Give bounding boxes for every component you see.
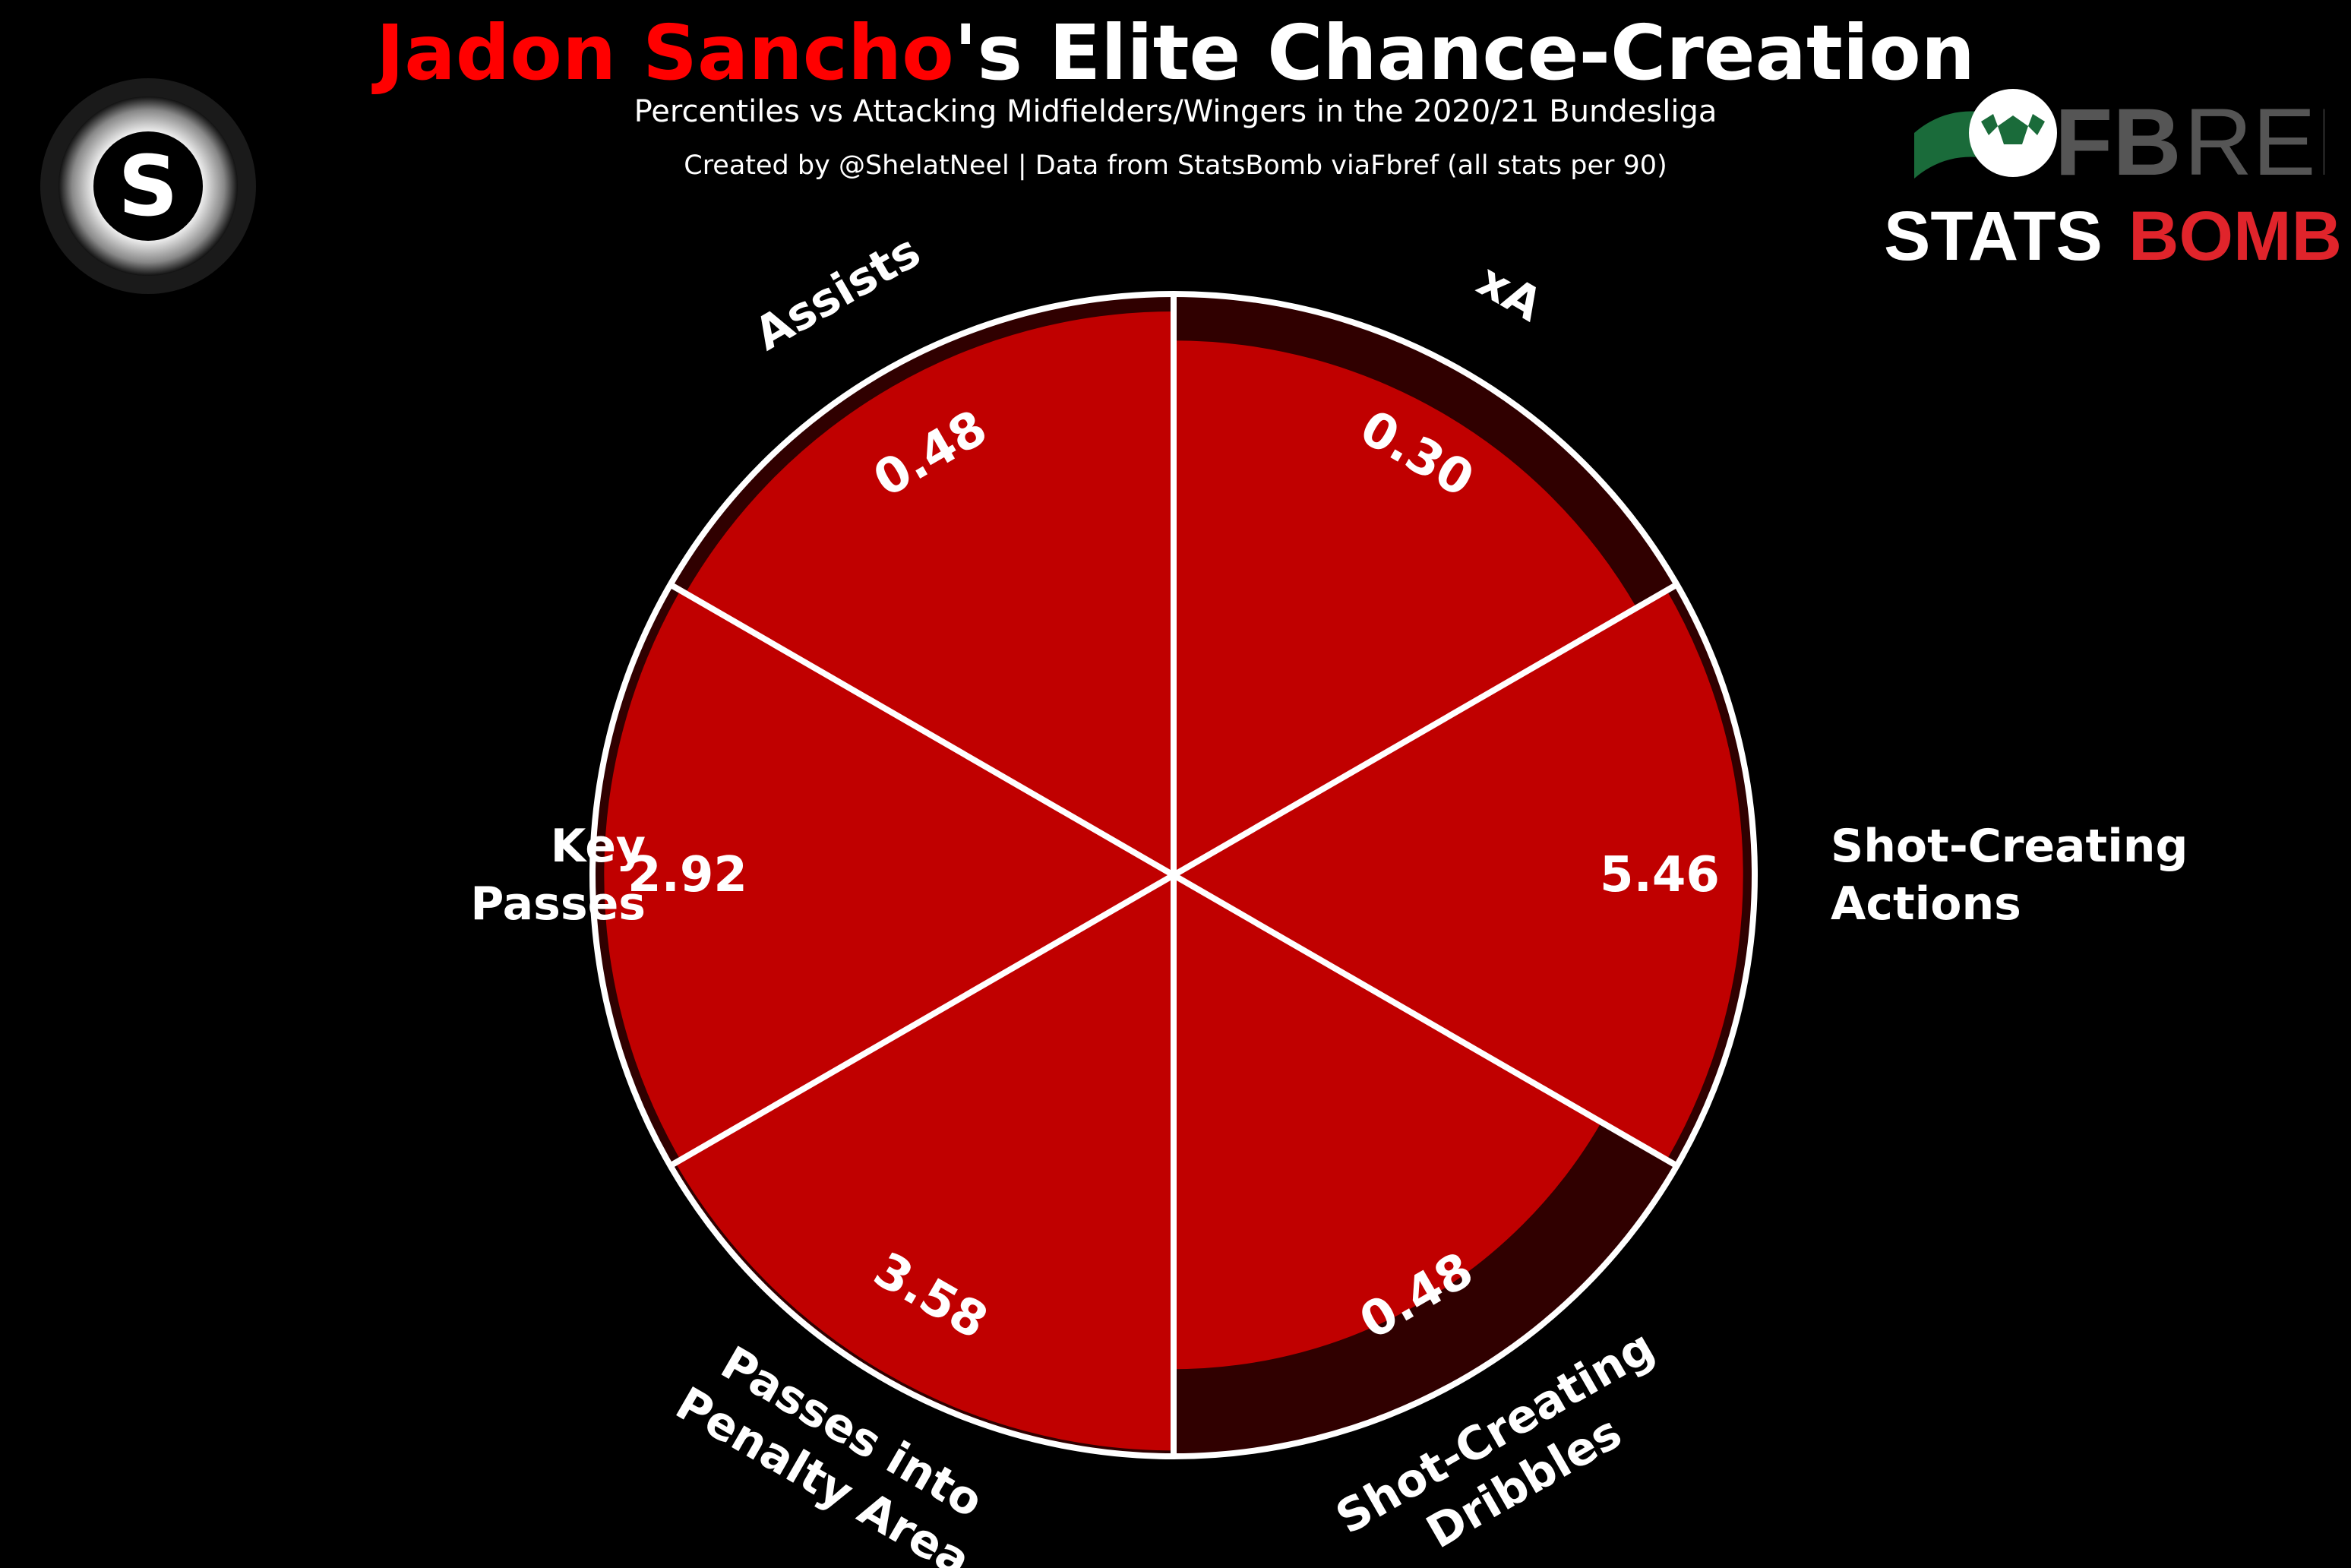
- chart-title: Jadon Sancho's Elite Chance-Creation: [0, 8, 2351, 99]
- slice-value-label: 2.92: [627, 847, 747, 903]
- slice-category-label: Shot-Creating Actions: [1831, 820, 2188, 931]
- slice-category-label: Assists: [746, 225, 930, 362]
- chart-subtitle: Percentiles vs Attacking Midfielders/Win…: [634, 94, 1717, 129]
- slice-bar: [685, 311, 1174, 876]
- slice-category-label: Key Passes: [470, 820, 646, 931]
- slice-bar: [675, 875, 1174, 1451]
- title-rest: 's Elite Chance-Creation: [953, 8, 1975, 97]
- slice-divider: [1172, 872, 1679, 1168]
- slice-bar: [1174, 590, 1743, 1160]
- author-logo-letter: S: [118, 138, 178, 235]
- chart-credit: Created by @ShelatNeel | Data from Stats…: [684, 150, 1667, 181]
- title-player-name: Jadon Sancho: [376, 8, 954, 97]
- slice-divider: [1172, 582, 1679, 878]
- slice-divider: [668, 582, 1175, 878]
- chart-outline: [589, 291, 1758, 1459]
- slice-category-label: xA: [1468, 254, 1551, 332]
- statsbomb-text-stats: STATS: [1884, 198, 2103, 273]
- slice-bar: [1174, 340, 1637, 875]
- statsbomb-logo: STATS BOMB: [1884, 198, 2340, 273]
- fbref-text-ref: REF: [2184, 90, 2324, 190]
- slice-bar: [1174, 875, 1602, 1370]
- slice-divider: [668, 872, 1175, 1168]
- slice-value-label: 5.46: [1600, 847, 1720, 903]
- statsbomb-text-bomb: BOMB: [2128, 198, 2340, 273]
- slice-bar: [604, 590, 1174, 1160]
- fbref-logo: FB REF: [1914, 89, 2324, 190]
- author-logo-icon: S: [40, 78, 256, 294]
- fbref-text-fb: FB: [2055, 90, 2182, 190]
